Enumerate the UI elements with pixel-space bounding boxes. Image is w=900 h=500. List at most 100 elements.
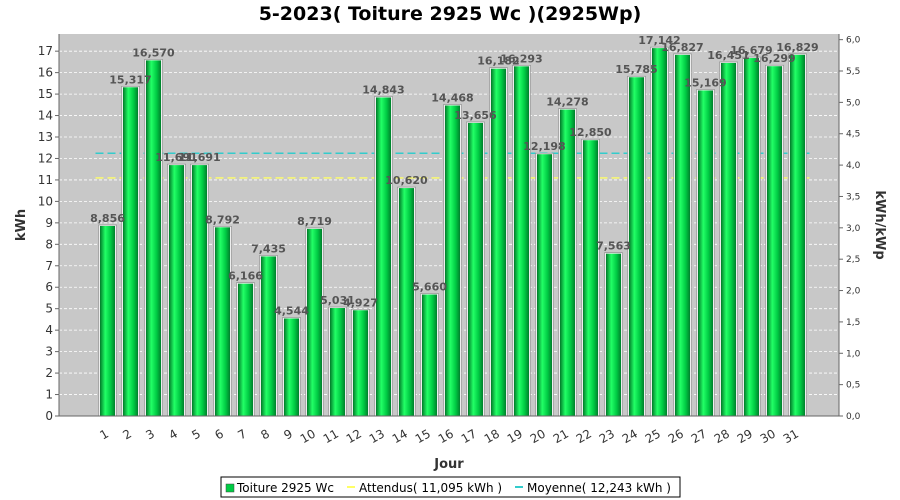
legend: Toiture 2925 Wc Attendus( 11,095 kWh ) M… bbox=[220, 476, 681, 498]
x-tick-label: 17 bbox=[459, 426, 479, 446]
bar bbox=[652, 48, 667, 416]
x-tick-label: 3 bbox=[143, 426, 157, 442]
data-label: 16,293 bbox=[500, 52, 542, 65]
bar bbox=[399, 188, 414, 416]
x-tick-label: 8 bbox=[258, 426, 272, 442]
y-tick-label: 4 bbox=[45, 323, 53, 337]
bars bbox=[98, 46, 807, 417]
y-axis-title: kWh bbox=[14, 209, 29, 241]
legend-label-bars: Toiture 2925 Wc bbox=[236, 481, 334, 495]
x-tick-label: 23 bbox=[597, 426, 617, 446]
x-tick-label: 16 bbox=[436, 426, 456, 446]
data-label: 6,166 bbox=[228, 270, 263, 283]
x-tick-label: 30 bbox=[758, 426, 778, 446]
data-label: 15,169 bbox=[684, 76, 726, 89]
data-label: 8,856 bbox=[90, 212, 125, 225]
x-tick-label: 19 bbox=[505, 426, 525, 446]
legend-swatch-bars bbox=[225, 483, 235, 493]
bar bbox=[606, 253, 621, 416]
y-tick-label: 8 bbox=[45, 237, 53, 251]
bar bbox=[307, 228, 322, 416]
data-label: 5,031 bbox=[320, 294, 355, 307]
chart-title: 5-2023( Toiture 2925 Wc )(2925Wp) bbox=[259, 3, 642, 25]
y-tick-label: 10 bbox=[38, 194, 53, 208]
y-tick-label: 15 bbox=[38, 87, 53, 101]
bar bbox=[537, 154, 552, 416]
y2-axis-title: kWh/kWp bbox=[872, 190, 887, 259]
y2-tick-label: 6,0 bbox=[846, 36, 861, 46]
bar bbox=[100, 225, 115, 416]
bar bbox=[169, 165, 184, 416]
data-label: 16,827 bbox=[661, 41, 703, 54]
y2-tick-label: 4,5 bbox=[846, 130, 860, 140]
y2-tick-label: 0,0 bbox=[846, 412, 861, 422]
bar bbox=[491, 68, 506, 416]
y-tick-label: 3 bbox=[45, 345, 53, 359]
y-tick-label: 6 bbox=[45, 280, 53, 294]
x-tick-label: 26 bbox=[666, 426, 686, 446]
x-tick-label: 31 bbox=[781, 426, 801, 446]
y2-tick-label: 4,0 bbox=[846, 161, 861, 171]
y2-tick-label: 0,5 bbox=[846, 381, 860, 391]
data-label: 14,843 bbox=[362, 83, 404, 96]
data-label: 8,719 bbox=[297, 215, 332, 228]
x-tick-label: 27 bbox=[689, 426, 709, 446]
legend-label-expected: Attendus( 11,095 kWh ) bbox=[359, 481, 502, 495]
y2-tick-label: 1,5 bbox=[846, 318, 860, 328]
bar bbox=[468, 122, 483, 416]
data-label: 16,570 bbox=[132, 46, 175, 59]
y-tick-label: 9 bbox=[45, 216, 53, 230]
x-tick-label: 14 bbox=[390, 426, 410, 446]
legend-label-average: Moyenne( 12,243 kWh ) bbox=[527, 481, 671, 495]
data-label: 12,850 bbox=[569, 126, 612, 139]
data-label: 16,829 bbox=[776, 41, 818, 54]
x-tick-label: 2 bbox=[120, 426, 134, 442]
x-tick-label: 22 bbox=[574, 426, 594, 446]
x-tick-label: 24 bbox=[620, 426, 640, 446]
y-tick-label: 11 bbox=[38, 173, 53, 187]
bar bbox=[744, 58, 759, 417]
y2-tick-label: 3,0 bbox=[846, 224, 861, 234]
legend-box bbox=[220, 476, 681, 498]
bar bbox=[629, 77, 644, 416]
y-tick-label: 12 bbox=[38, 151, 53, 165]
bar bbox=[238, 283, 253, 416]
data-label: 16,182 bbox=[477, 55, 519, 68]
data-label: 10,620 bbox=[385, 174, 428, 187]
y2-tick-label: 2,5 bbox=[846, 255, 860, 265]
data-label: 11,691 bbox=[155, 151, 197, 164]
x-axis-title: Jour bbox=[433, 457, 464, 472]
data-label: 8,792 bbox=[205, 213, 240, 226]
y-tick-label: 1 bbox=[45, 388, 53, 402]
x-tick-label: 10 bbox=[298, 426, 318, 446]
bar bbox=[123, 87, 138, 416]
x-tick-label: 20 bbox=[528, 426, 548, 446]
bar bbox=[790, 54, 805, 416]
data-label: 16,451 bbox=[707, 49, 749, 62]
x-tick-label: 13 bbox=[367, 426, 387, 446]
bar bbox=[146, 60, 161, 416]
x-tick-label: 21 bbox=[551, 426, 571, 446]
data-label: 15,785 bbox=[615, 63, 657, 76]
bar bbox=[721, 62, 736, 417]
bar bbox=[675, 54, 690, 417]
bar bbox=[376, 97, 391, 416]
y2-tick-label: 5,0 bbox=[846, 98, 861, 108]
bar bbox=[767, 66, 782, 417]
bar bbox=[445, 105, 460, 417]
data-label: 14,468 bbox=[431, 92, 473, 105]
y-tick-label: 5 bbox=[45, 302, 53, 316]
bar bbox=[284, 318, 299, 416]
data-label: 16,679 bbox=[730, 44, 772, 57]
y-tick-label: 16 bbox=[38, 66, 53, 80]
y-tick-label: 14 bbox=[38, 109, 53, 123]
y2-tick-label: 5,5 bbox=[846, 67, 860, 77]
bar bbox=[514, 66, 529, 416]
x-tick-label: 11 bbox=[321, 426, 341, 446]
bar bbox=[192, 165, 207, 416]
y-tick-label: 2 bbox=[45, 366, 53, 380]
data-label: 13,656 bbox=[454, 109, 497, 122]
x-tick-label: 25 bbox=[643, 426, 663, 446]
